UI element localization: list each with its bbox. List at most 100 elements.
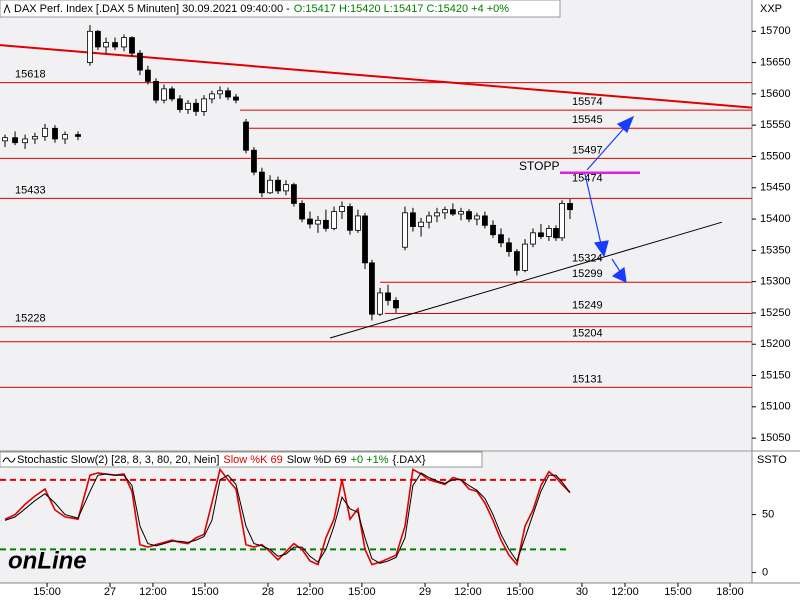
arrow-head: [616, 115, 635, 134]
candle-body: [498, 234, 504, 244]
level-label: 15574: [572, 96, 603, 108]
x-tick-label: 27: [104, 586, 116, 598]
indicator-header-box: [0, 451, 483, 468]
y-tick-label: 15500: [760, 150, 791, 162]
icon: [3, 3, 11, 14]
candle-body: [474, 215, 480, 220]
arrow-head: [593, 240, 609, 258]
candle-body: [129, 37, 135, 54]
indicator-title: Stochastic Slow(2) [28, 8, 3, 80, 20, Ne…: [17, 454, 426, 466]
candle-body: [458, 211, 464, 215]
axis-code: XXP: [760, 3, 782, 15]
x-tick-label: 30: [576, 586, 588, 598]
candle-body: [442, 209, 448, 214]
candle-body: [514, 251, 520, 271]
x-tick-label: 12:00: [296, 586, 324, 598]
level-label: 15433: [15, 184, 46, 196]
x-tick-label: 15:00: [33, 586, 61, 598]
candle-body: [369, 262, 375, 315]
candle-body: [137, 52, 143, 71]
header-box: [0, 0, 561, 18]
y-tick-label: 15200: [760, 338, 791, 350]
x-tick-label: 15:00: [506, 586, 534, 598]
y-tick-label: 15100: [760, 401, 791, 413]
level-label: 15249: [572, 299, 603, 311]
candle-body: [251, 149, 257, 173]
candle-body: [362, 215, 368, 264]
candle-body: [402, 212, 408, 248]
candle-body: [307, 218, 313, 225]
candle-body: [201, 98, 207, 112]
arrow-head: [611, 266, 627, 284]
candle-body: [530, 232, 536, 245]
candle-body: [466, 211, 472, 220]
candle-body: [193, 102, 199, 112]
candle-body: [42, 127, 48, 137]
candle-body: [267, 179, 273, 194]
y-tick-label: 15150: [760, 369, 791, 381]
y-tick-label: 50: [762, 509, 774, 521]
y-tick-label: 15350: [760, 244, 791, 256]
arrows: [584, 115, 635, 284]
candle-body: [209, 93, 215, 100]
candle-body: [2, 137, 8, 142]
candle-body: [546, 228, 552, 237]
quote: O:15417 H:15420 L:15417 C:15420 +4 +0%: [294, 3, 510, 15]
candle-body: [169, 88, 175, 100]
candle-body: [259, 171, 265, 194]
candle-body: [339, 206, 345, 212]
candle-body: [449, 209, 456, 215]
candle-body: [112, 42, 118, 48]
candle-body: [87, 30, 93, 63]
x-tick-label: 15:00: [348, 586, 376, 598]
axis-code: SSTO: [757, 454, 787, 466]
candle-body: [331, 211, 337, 229]
x-tick-label: 12:00: [611, 586, 639, 598]
legend-entry: Slow %D 69: [287, 454, 347, 466]
level-label: 15299: [572, 268, 603, 280]
candle-body: [385, 292, 391, 301]
level-label: 15204: [572, 328, 603, 340]
x-tick-label: 15:00: [664, 586, 692, 598]
candle-body: [177, 98, 183, 110]
title: DAX Perf. Index [.DAX 5 Minuten] 30.09.2…: [14, 3, 290, 15]
trend-line: [329, 221, 723, 339]
change: +0 +1%: [351, 454, 389, 466]
watermark: onLine: [8, 547, 87, 574]
candle-body: [299, 203, 305, 220]
candle-body: [506, 242, 512, 252]
candle-body: [153, 80, 159, 101]
y-tick-label: 15550: [760, 119, 791, 131]
candle-body: [410, 212, 416, 227]
candle-body: [418, 221, 424, 227]
symbol: {.DAX}: [393, 454, 426, 466]
y-tick-label: 15050: [760, 432, 791, 444]
candle-body: [347, 206, 353, 231]
x-tick-label: 28: [262, 586, 274, 598]
candle-body: [32, 136, 38, 140]
candle-body: [185, 102, 191, 110]
level-label: 15228: [15, 313, 46, 325]
y-tick-label: 15700: [760, 25, 791, 37]
candle-body: [393, 300, 399, 309]
candle-body: [522, 243, 528, 271]
candle-body: [145, 69, 151, 82]
y-tick-label: 15300: [760, 276, 791, 288]
x-tick-label: 12:00: [139, 586, 167, 598]
candle-body: [22, 138, 28, 144]
candle-body: [62, 134, 68, 140]
candle-body: [538, 232, 544, 237]
icon: [2, 457, 16, 463]
y-tick-label: 15400: [760, 213, 791, 225]
level-label: 15618: [15, 69, 46, 81]
candle-body: [434, 212, 440, 217]
candle-body: [315, 219, 321, 225]
candle-body: [323, 219, 329, 229]
candle-body: [355, 215, 361, 231]
candle-body: [103, 42, 109, 48]
candle-body: [490, 224, 496, 236]
y-tick-label: 15650: [760, 56, 791, 68]
x-tick-label: 29: [419, 586, 431, 598]
